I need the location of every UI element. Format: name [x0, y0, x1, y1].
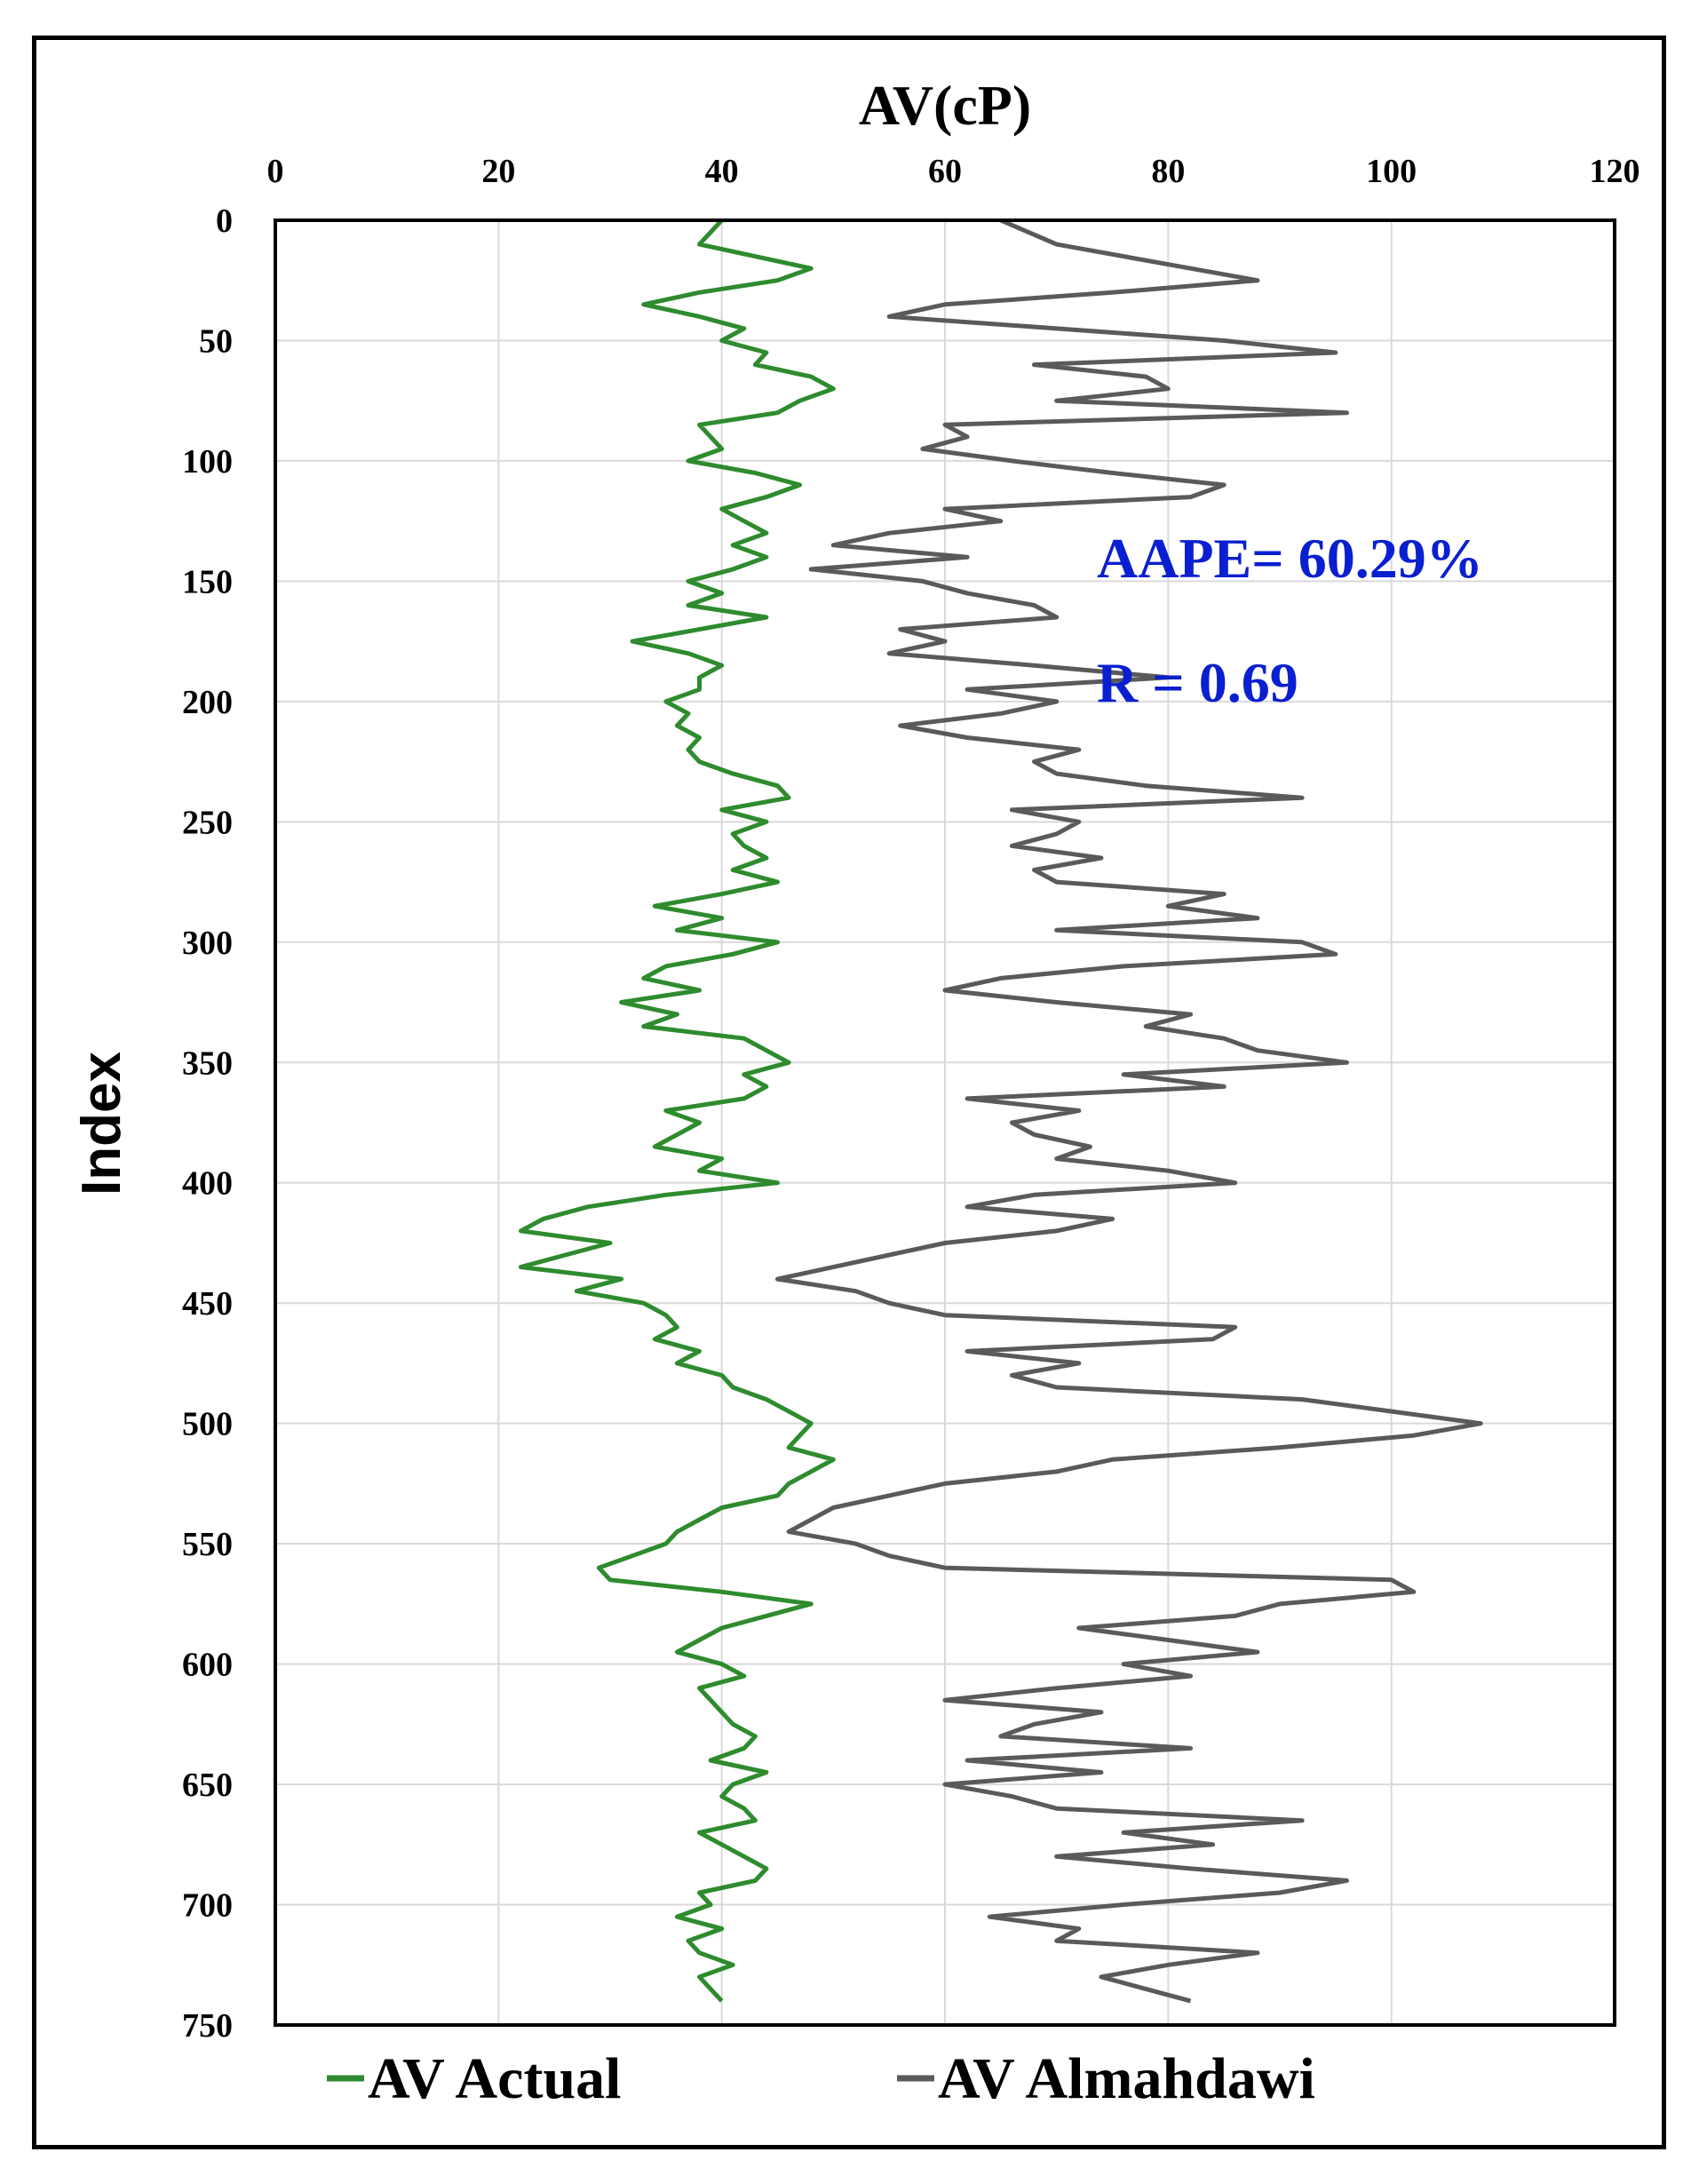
y-tick-label: 150	[182, 563, 233, 600]
series-line-av-actual	[519, 218, 836, 2003]
x-tick-label: 20	[481, 153, 515, 190]
y-tick-label: 750	[182, 2007, 233, 2045]
x-tick-label: 0	[267, 153, 284, 190]
x-axis-title: AV(cP)	[859, 74, 1031, 137]
y-tick-label: 500	[182, 1406, 233, 1443]
y-tick-label: 700	[182, 1887, 233, 1925]
grid-lines	[275, 220, 1615, 2025]
x-tick-label: 120	[1590, 153, 1640, 190]
x-tick-label: 40	[705, 153, 739, 190]
series-layer	[519, 218, 1483, 2004]
y-tick-labels: 0 50 100 150 200 250 300 350 400 450 500 550 600 650 7…	[182, 203, 233, 2045]
legend-label-actual: AV Actual	[368, 2046, 621, 2111]
plot-area-border	[274, 218, 1616, 2027]
series-line-av-almahdawi	[775, 218, 1483, 2004]
legend: AV Actual AV Almahdawi	[327, 2046, 1315, 2111]
y-tick-label: 650	[182, 1767, 233, 1804]
y-axis-title: Index	[71, 1052, 132, 1195]
y-tick-label: 100	[182, 443, 233, 480]
y-tick-label: 50	[199, 322, 233, 360]
x-tick-label: 60	[928, 153, 962, 190]
y-tick-label: 600	[182, 1647, 233, 1684]
chart-frame	[32, 36, 1666, 2149]
aape-annotation: AAPE= 60.29%	[1097, 527, 1483, 590]
x-tick-label: 80	[1151, 153, 1185, 190]
x-tick-labels: 0 20 40 60 80 100 120	[267, 153, 1640, 190]
y-tick-label: 550	[182, 1526, 233, 1563]
y-tick-label: 400	[182, 1165, 233, 1203]
x-tick-label: 100	[1366, 153, 1417, 190]
y-tick-label: 350	[182, 1044, 233, 1082]
r-annotation: R = 0.69	[1097, 651, 1298, 714]
y-tick-label: 450	[182, 1285, 233, 1322]
y-tick-label: 0	[216, 203, 233, 240]
y-tick-label: 250	[182, 804, 233, 841]
y-tick-label: 300	[182, 925, 233, 962]
y-tick-label: 200	[182, 684, 233, 721]
legend-label-almahdawi: AV Almahdawi	[938, 2046, 1315, 2111]
